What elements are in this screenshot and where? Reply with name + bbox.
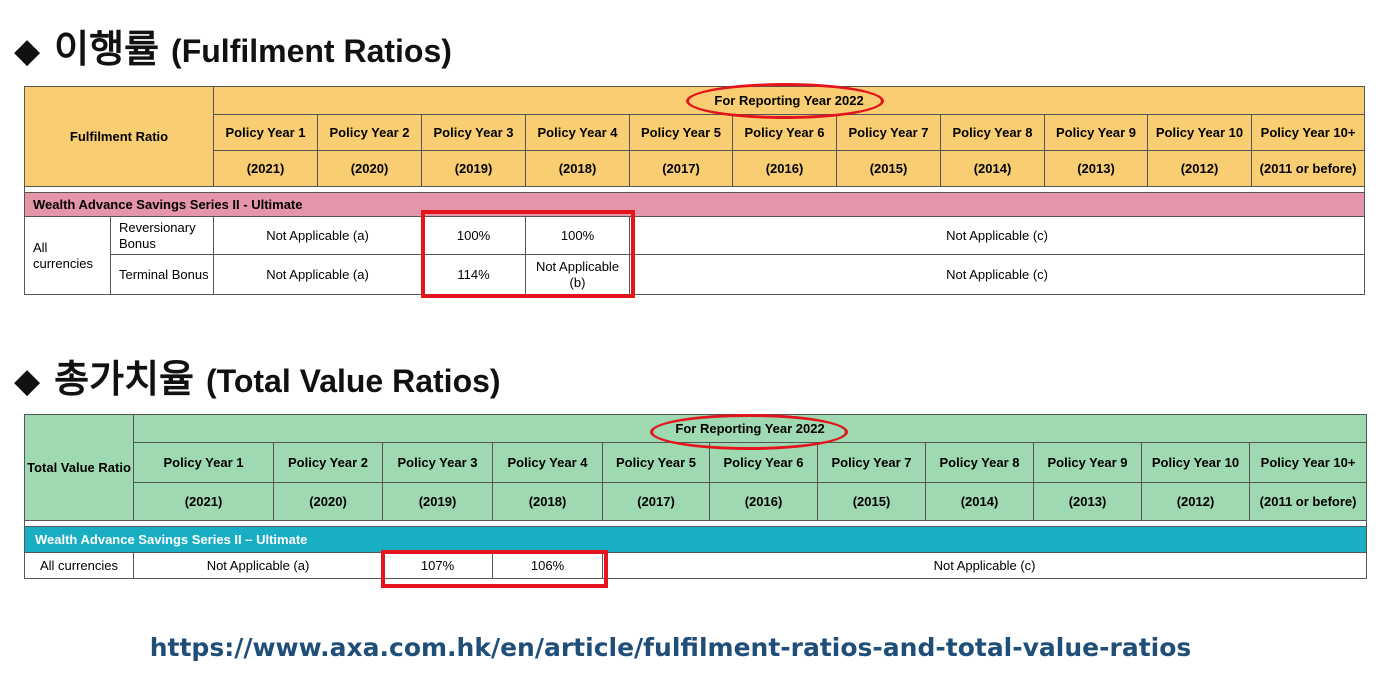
policy-year-date: (2020) <box>273 482 383 521</box>
policy-year-header: Policy Year 7 <box>836 114 941 151</box>
policy-year-date: (2018) <box>525 150 630 187</box>
policy-year-header: Policy Year 2 <box>317 114 422 151</box>
diamond-bullet-icon: ◆ <box>14 362 41 400</box>
policy-year-date: (2021) <box>213 150 318 187</box>
row-header-cell: Fulfilment Ratio <box>24 86 214 187</box>
currency-cell: All currencies <box>24 216 111 295</box>
heading-korean: 총가치율 <box>54 357 194 401</box>
policy-year-date: (2020) <box>317 150 422 187</box>
currency-cell: All currencies <box>24 552 134 579</box>
heading-english: (Total Value Ratios) <box>206 363 501 399</box>
policy-year-header: Policy Year 3 <box>382 442 493 483</box>
policy-year-header: Policy Year 5 <box>602 442 710 483</box>
product-section-row: Wealth Advance Savings Series II – Ultim… <box>23 526 1368 553</box>
policy-year-header: Policy Year 2 <box>273 442 383 483</box>
table-row: All currencies Not Applicable (a) 107% 1… <box>24 552 1368 579</box>
total-value-ratio-table: Total Value Ratio For Reporting Year 202… <box>23 414 1368 579</box>
not-applicable-cell: Not Applicable (a) <box>133 552 383 579</box>
not-applicable-cell: Not Applicable (c) <box>628 254 1366 295</box>
policy-year-date: (2019) <box>421 150 526 187</box>
policy-year-date: (2015) <box>817 482 926 521</box>
policy-year-header: Policy Year 6 <box>732 114 837 151</box>
policy-year-header: Policy Year 5 <box>629 114 733 151</box>
policy-year-date: (2011 or before) <box>1248 482 1368 521</box>
bonus-type-cell: Terminal Bonus <box>110 254 214 295</box>
row-header-cell: Total Value Ratio <box>24 414 134 521</box>
policy-year-date: (2019) <box>382 482 493 521</box>
policy-year-date: (2014) <box>940 150 1045 187</box>
policy-year-date: (2012) <box>1147 150 1252 187</box>
policy-year-header: Policy Year 4 <box>492 442 603 483</box>
table-row: All currencies Reversionary Bonus Not Ap… <box>24 216 1366 295</box>
table-row: Terminal Bonus Not Applicable (a) 114% N… <box>25 254 1366 295</box>
not-applicable-cell: Not Applicable (c) <box>628 216 1366 255</box>
bonus-type-cell: Reversionary Bonus <box>110 216 214 255</box>
py4-value-cell: Not Applicable (b) <box>525 254 630 295</box>
policy-year-header: Policy Year 1 <box>133 442 274 483</box>
diamond-bullet-icon: ◆ <box>14 32 41 70</box>
reporting-year-cell: For Reporting Year 2022 <box>212 86 1366 115</box>
policy-year-date: (2016) <box>732 150 837 187</box>
product-section-row: Wealth Advance Savings Series II - Ultim… <box>23 192 1366 217</box>
not-applicable-cell: Not Applicable (a) <box>213 216 422 255</box>
source-url-link[interactable]: https://www.axa.com.hk/en/article/fulfil… <box>149 633 1192 662</box>
policy-year-date: (2015) <box>836 150 941 187</box>
policy-year-date: (2016) <box>709 482 818 521</box>
policy-year-header: Policy Year 7 <box>817 442 926 483</box>
heading-korean: 이행률 <box>54 27 160 71</box>
policy-year-header: Policy Year 3 <box>421 114 526 151</box>
total-value-ratios-heading: ◆ 총가치율 (Total Value Ratios) <box>14 348 501 403</box>
policy-year-header: Policy Year 10+ <box>1250 114 1366 151</box>
policy-year-header: Policy Year 6 <box>709 442 818 483</box>
policy-year-header: Policy Year 9 <box>1044 114 1148 151</box>
policy-year-header: Policy Year 10 <box>1147 114 1252 151</box>
policy-year-header: Policy Year 10 <box>1141 442 1250 483</box>
not-applicable-cell: Not Applicable (c) <box>601 552 1368 579</box>
policy-year-date: (2017) <box>629 150 733 187</box>
policy-year-date: (2013) <box>1044 150 1148 187</box>
policy-year-date: (2013) <box>1033 482 1142 521</box>
policy-year-header: Policy Year 4 <box>525 114 630 151</box>
py3-value-cell: 100% <box>421 216 526 255</box>
policy-year-date: (2012) <box>1141 482 1250 521</box>
policy-year-date: (2014) <box>925 482 1034 521</box>
fulfilment-ratios-heading: ◆ 이행률 (Fulfilment Ratios) <box>14 18 452 73</box>
fulfilment-ratio-table: Fulfilment Ratio For Reporting Year 2022… <box>23 86 1366 295</box>
policy-year-header: Policy Year 8 <box>940 114 1045 151</box>
policy-year-header: Policy Year 8 <box>925 442 1034 483</box>
policy-year-date: (2018) <box>492 482 603 521</box>
heading-english: (Fulfilment Ratios) <box>171 33 452 69</box>
py4-value-cell: 106% <box>492 552 603 579</box>
policy-year-header: Policy Year 10+ <box>1248 442 1368 483</box>
reporting-year-cell: For Reporting Year 2022 <box>132 414 1368 443</box>
policy-year-header: Policy Year 1 <box>213 114 318 151</box>
py3-value-cell: 107% <box>382 552 493 579</box>
policy-year-date: (2011 or before) <box>1250 150 1366 187</box>
policy-year-header: Policy Year 9 <box>1033 442 1142 483</box>
spacer-row <box>23 520 1368 527</box>
py4-value-cell: 100% <box>525 216 630 255</box>
not-applicable-cell: Not Applicable (a) <box>213 254 422 295</box>
policy-year-date: (2021) <box>133 482 274 521</box>
py3-value-cell: 114% <box>421 254 526 295</box>
policy-year-date: (2017) <box>602 482 710 521</box>
